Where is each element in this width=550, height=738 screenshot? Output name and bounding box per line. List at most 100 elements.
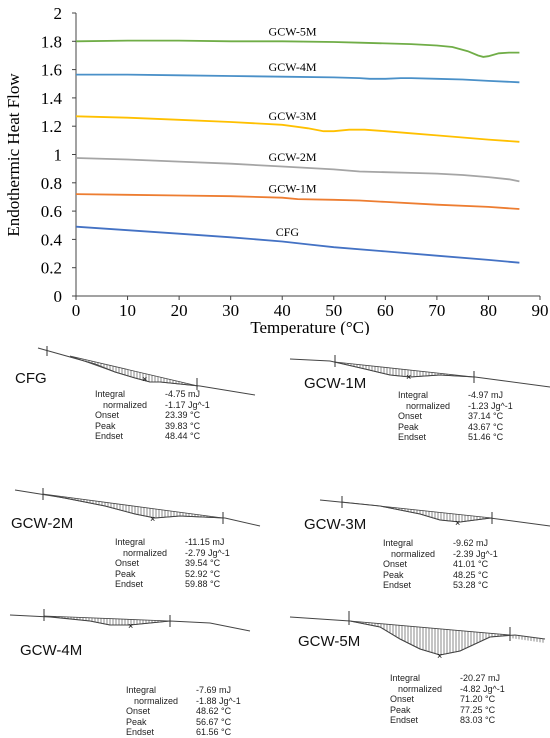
series-label: GCW-4M <box>269 60 317 74</box>
normalized-value: -2.79 Jg^-1 <box>185 547 230 558</box>
series-label: GCW-2M <box>269 150 317 164</box>
endset-label: Endset <box>398 432 427 442</box>
normalized-value: -4.82 Jg^-1 <box>460 683 505 694</box>
onset-value: 48.62 °C <box>196 706 232 716</box>
gcw-3m-thermogram: × <box>319 496 550 528</box>
panel-gcw-1m: × GCW-1M Integral -4.97 mJ normalized -1.2… <box>289 345 550 480</box>
y-tick-label: 0.6 <box>41 202 62 221</box>
integral-value: -4.75 mJ <box>165 389 201 399</box>
peak-value: 52.92 °C <box>185 568 221 579</box>
panel-stats: Integral -11.15 mJ normalized -2.79 Jg^-1 … <box>115 537 230 590</box>
integral-label: Integral <box>126 685 157 695</box>
panel-stats: Integral -4.97 mJ normalized -1.23 Jg^-1 O… <box>398 390 513 443</box>
y-tick-label: 0 <box>54 287 63 306</box>
onset-value: 39.54 °C <box>185 558 221 568</box>
series-label: GCW-5M <box>269 24 317 38</box>
integration-area <box>43 615 171 626</box>
integral-label: Integral <box>398 390 429 400</box>
gcw-2m-thermogram: × <box>14 488 261 527</box>
series-line-gcw-5m <box>75 39 520 58</box>
peak-label: Peak <box>115 568 136 579</box>
y-tick-label: 1.2 <box>41 117 62 136</box>
peak-marker: × <box>437 651 442 661</box>
panel-stats: Integral -9.62 mJ normalized -2.39 Jg^-1 O… <box>383 538 498 591</box>
cfg-thermogram: × <box>37 346 256 396</box>
endset-label: Endset <box>126 727 155 737</box>
normalized-label: normalized <box>406 400 451 411</box>
panel-title: CFG <box>15 370 47 387</box>
onset-value: 23.39 °C <box>165 410 201 420</box>
panel-gcw-4m: × GCW-4M Integral -7.69 mJ normalized -1.8… <box>9 605 280 737</box>
endset-label: Endset <box>390 715 419 725</box>
peak-label: Peak <box>398 421 419 432</box>
series-label: CFG <box>276 225 300 239</box>
normalized-label: normalized <box>134 695 179 706</box>
panel-gcw-5m: × GCW-5M Integral -20.27 mJ normalized -4.… <box>289 605 546 733</box>
integral-label: Integral <box>383 538 414 548</box>
integration-area <box>349 620 511 656</box>
onset-label: Onset <box>95 410 120 420</box>
endset-value: 51.46 °C <box>468 432 504 442</box>
x-axis-title: Temperature (°C) <box>250 318 369 335</box>
peak-value: 56.67 °C <box>196 716 232 727</box>
panel-gcw-3m: × GCW-3M Integral -9.62 mJ normalized -2.3… <box>290 490 550 595</box>
normalized-label: normalized <box>103 399 148 410</box>
series-label: GCW-1M <box>269 182 317 196</box>
x-tick-label: 80 <box>480 301 497 320</box>
peak-value: 43.67 °C <box>468 421 504 432</box>
peak-value: 77.25 °C <box>460 704 496 715</box>
endset-label: Endset <box>115 579 144 589</box>
x-tick-label: 70 <box>428 301 445 320</box>
series-line-cfg <box>75 225 520 264</box>
series-line-gcw-4m <box>76 73 520 84</box>
tail-area <box>510 635 545 643</box>
y-tick-label: 1.8 <box>41 32 62 51</box>
series-line-gcw-3m <box>75 115 520 143</box>
endset-value: 83.03 °C <box>460 715 496 725</box>
panel-title: GCW-4M <box>20 642 83 659</box>
peak-label: Peak <box>383 569 404 580</box>
normalized-label: normalized <box>398 683 443 694</box>
gcw-4m-thermogram: × <box>9 609 251 632</box>
series-label: GCW-3M <box>269 109 317 123</box>
endset-label: Endset <box>95 431 124 441</box>
endset-label: Endset <box>383 580 412 590</box>
y-tick-label: 0.2 <box>41 259 62 278</box>
integral-label: Integral <box>95 389 126 399</box>
peak-label: Peak <box>126 716 147 727</box>
peak-value: 48.25 °C <box>453 569 489 580</box>
panel-title: GCW-5M <box>298 633 361 650</box>
baseline-trace <box>37 347 256 396</box>
normalized-value: -1.23 Jg^-1 <box>468 400 513 411</box>
gcw-1m-thermogram: × <box>289 355 550 388</box>
panel-stats: Integral -7.69 mJ normalized -1.88 Jg^-1 O… <box>126 685 241 738</box>
normalized-label: normalized <box>123 547 168 558</box>
peak-marker: × <box>455 518 460 528</box>
peak-label: Peak <box>390 704 411 715</box>
panel-title: GCW-3M <box>304 516 367 533</box>
onset-value: 71.20 °C <box>460 694 496 704</box>
peak-marker: × <box>142 374 147 384</box>
integral-label: Integral <box>115 537 146 547</box>
peak-value: 39.83 °C <box>165 420 201 431</box>
x-tick-label: 10 <box>119 301 136 320</box>
endset-value: 59.88 °C <box>185 579 221 589</box>
dsc-line-chart: 0 10 20 30 40 50 60 70 80 90 0 0.2 0.4 0.6 0.8 1 1.2 1.4 1… <box>4 4 549 335</box>
x-tick-label: 90 <box>532 301 549 320</box>
onset-value: 41.01 °C <box>453 559 489 569</box>
y-tick-label: 0.8 <box>41 174 62 193</box>
peak-marker: × <box>150 514 155 524</box>
normalized-value: -1.17 Jg^-1 <box>165 399 210 410</box>
panel-title: GCW-2M <box>11 515 74 532</box>
chart-series: GCW-5M GCW-4M GCW-3M GCW-2M GCW-1M CFG <box>75 24 520 264</box>
x-tick-label: 40 <box>274 301 291 320</box>
panel-gcw-2m: × GCW-2M Integral -11.15 mJ normalized -2.… <box>5 484 285 594</box>
y-tick-label: 1 <box>54 146 63 165</box>
series-line-gcw-1m <box>75 193 520 210</box>
x-tick-label: 60 <box>377 301 394 320</box>
onset-label: Onset <box>115 558 140 568</box>
integral-value: -11.15 mJ <box>185 537 225 547</box>
endset-value: 48.44 °C <box>165 431 201 441</box>
integral-value: -7.69 mJ <box>196 685 232 695</box>
onset-label: Onset <box>398 411 423 421</box>
